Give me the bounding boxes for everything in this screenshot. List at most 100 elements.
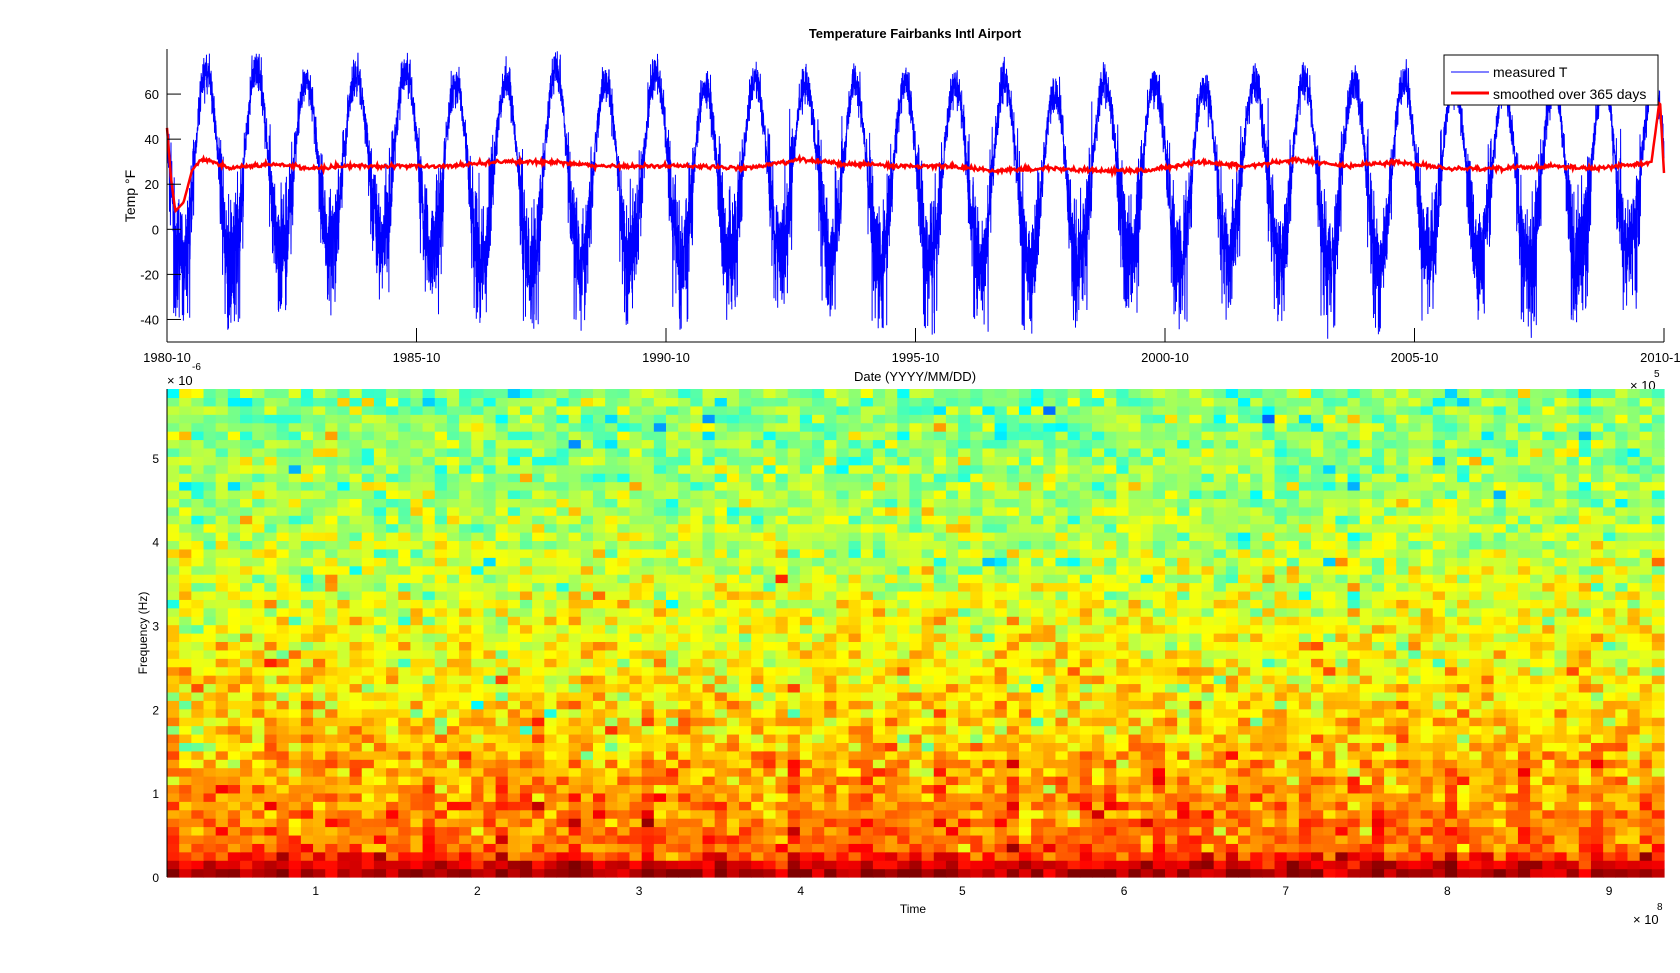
spectrogram-cell [666, 826, 679, 836]
legend[interactable]: measured T smoothed over 365 days [1443, 54, 1659, 106]
spectrogram-cell [1408, 658, 1422, 668]
spectrogram-cell [1225, 633, 1239, 643]
spectrogram-cell [751, 750, 764, 760]
spectrogram-cell [982, 607, 996, 617]
spectrogram-cell [1031, 742, 1044, 752]
spectrogram-cell [1590, 792, 1604, 802]
spectrogram-cell [1347, 767, 1361, 777]
spectrogram-cell [1031, 658, 1044, 668]
spectrogram-cell [1213, 540, 1227, 550]
spectrogram-cell [179, 616, 192, 626]
spectrogram-cell [337, 557, 351, 567]
spectrogram-cell [653, 792, 667, 802]
spectrogram-cell [1189, 717, 1203, 727]
spectrogram-cell [958, 826, 971, 836]
spectrogram-cell [191, 649, 205, 659]
spectrogram-cell [519, 675, 533, 685]
spectrogram-cell [179, 776, 192, 786]
spectrogram-cell [1091, 666, 1105, 676]
spectrogram-cell [885, 649, 898, 659]
spectrogram-cell [1006, 557, 1020, 567]
spectrogram-cell [373, 826, 387, 836]
spectrogram-cell [507, 590, 521, 600]
spectrogram-cell [775, 641, 789, 651]
spectrogram-cell [1627, 574, 1641, 584]
spectrogram-cell [191, 683, 205, 693]
spectrogram-cell [1627, 633, 1641, 643]
spectrogram-cell [1493, 599, 1507, 609]
spectrogram-cell [690, 666, 704, 676]
spectrogram-cell [1432, 868, 1446, 878]
spectrogram-cell [812, 574, 825, 584]
spectrogram-cell [349, 826, 363, 836]
spectrogram-cell [434, 784, 448, 794]
spectrogram-cell [1079, 540, 1093, 550]
spectrogram-cell [568, 843, 582, 853]
spectrogram-cell [446, 725, 460, 735]
spectrogram-cell [921, 582, 935, 592]
spectrogram-cell [167, 868, 180, 878]
spectrogram-cell [1031, 700, 1044, 710]
spectrogram-cell [1213, 851, 1227, 861]
spectrogram-cell [1590, 599, 1604, 609]
spectrogram-cell [507, 717, 521, 727]
spectrogram-cell [1335, 717, 1349, 727]
spectrogram-cell [1554, 540, 1568, 550]
spectrogram-cell [191, 750, 205, 760]
spectrogram-cell [1140, 658, 1154, 668]
spectrogram-cell [325, 708, 338, 718]
spectrogram-cell [1079, 649, 1093, 659]
spectrogram-cell [167, 784, 180, 794]
spectrogram-cell [678, 548, 691, 558]
spectrogram-cell [1250, 809, 1263, 819]
spectrogram-cell [1201, 633, 1215, 643]
spectrogram-cell [933, 666, 947, 676]
spectrogram-cell [300, 582, 314, 592]
spectrogram-cell [519, 717, 533, 727]
spectrogram-cell [702, 843, 716, 853]
spectrogram-cell [1542, 633, 1556, 643]
spectrogram-cell [763, 540, 777, 550]
spectrogram-cell [860, 759, 874, 769]
spectrogram-cell [1311, 742, 1324, 752]
spectrogram-cell [848, 590, 862, 600]
spectrogram-cell [483, 851, 497, 861]
spectrogram-cell [580, 759, 594, 769]
spectrogram-cell [1371, 658, 1385, 668]
spectrogram-cell [1651, 843, 1665, 853]
spectrogram-cell [909, 582, 923, 592]
spectrogram-cell [592, 860, 606, 870]
spectrogram-cell [337, 792, 351, 802]
spectrogram-cell [1262, 582, 1276, 592]
spectrogram-cell [1408, 599, 1422, 609]
spectrogram-cell [933, 582, 947, 592]
spectrogram-cell [1469, 691, 1483, 701]
spectrogram-cell [483, 582, 497, 592]
spectrogram-cell [848, 565, 862, 575]
spectrogram-cell [325, 532, 338, 542]
spectrogram-cell [215, 624, 229, 634]
spectrogram-cell [1043, 843, 1057, 853]
spectrogram-cell [1469, 717, 1483, 727]
spectrogram-cell [167, 700, 180, 710]
spectrogram-cell [1225, 784, 1239, 794]
spectrogram-cell [1177, 574, 1190, 584]
spectrogram-cell [641, 818, 655, 828]
spectrogram-cell [1432, 700, 1446, 710]
spectrogram-cell [179, 633, 192, 643]
spectrogram-cell [714, 733, 728, 743]
spectrogram-cell [1408, 826, 1422, 836]
spectrogram-cell [1152, 708, 1166, 718]
spectrogram-cell [1055, 742, 1069, 752]
spectrogram-cell [1018, 624, 1032, 634]
spectrogram-cell [1420, 675, 1434, 685]
spectrogram-cell [1274, 616, 1288, 626]
spectrogram-cell [1201, 599, 1215, 609]
spectrogram-cell [1493, 767, 1507, 777]
spectrogram-cell [495, 607, 509, 617]
spectrogram-cell [386, 708, 399, 718]
spectrogram-cell [1091, 590, 1105, 600]
spectrogram-cell [1140, 792, 1154, 802]
spectrogram-cell [215, 784, 229, 794]
spectrogram-cell [1055, 776, 1069, 786]
